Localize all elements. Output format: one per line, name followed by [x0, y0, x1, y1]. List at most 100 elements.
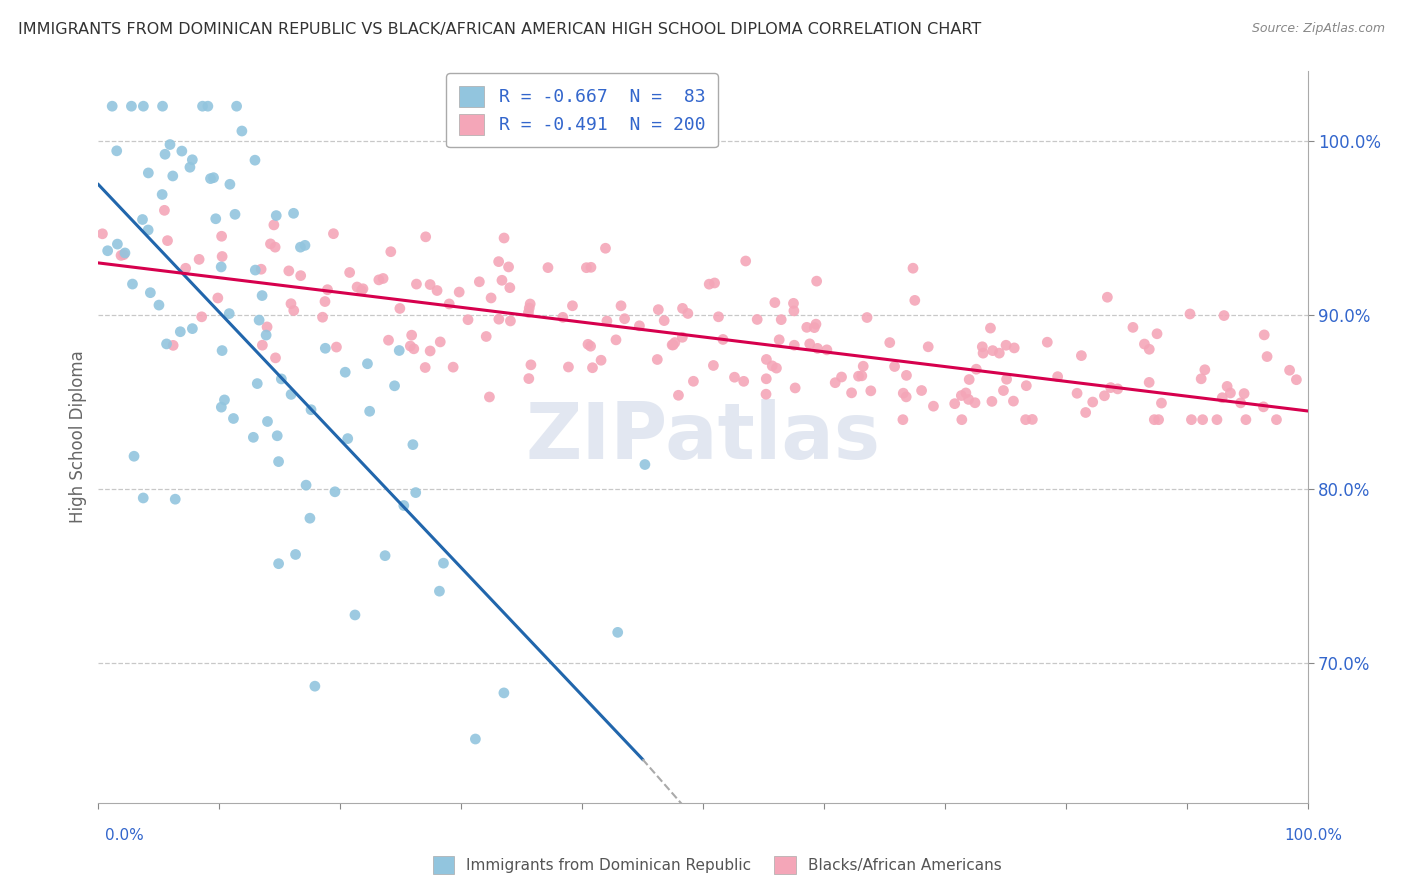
Point [891, 386, 914, 401]
Point [1137, 376, 1160, 390]
Point [153, 147, 176, 161]
Point [225, 99, 247, 113]
Point [595, 241, 617, 255]
Point [993, 384, 1015, 398]
Point [290, 240, 312, 254]
Point [910, 384, 932, 398]
Point [901, 261, 924, 276]
Point [283, 303, 305, 318]
Point [995, 372, 1018, 386]
Point [231, 124, 253, 138]
Point [1194, 363, 1216, 377]
Point [1094, 389, 1116, 403]
Point [405, 277, 427, 291]
Point [156, 234, 179, 248]
Point [243, 153, 266, 168]
Point [1046, 369, 1069, 384]
Point [191, 99, 214, 113]
Point [1256, 350, 1278, 364]
Point [883, 359, 905, 374]
Point [841, 385, 863, 400]
Point [380, 244, 402, 259]
Legend: Immigrants from Dominican Republic, Blacks/African Americans: Immigrants from Dominican Republic, Blac… [426, 850, 1008, 880]
Point [896, 368, 918, 383]
Point [806, 274, 828, 288]
Point [664, 335, 686, 350]
Point [702, 359, 724, 373]
Point [770, 312, 793, 326]
Point [520, 358, 543, 372]
Point [1147, 412, 1170, 426]
Point [988, 346, 1011, 360]
Point [346, 280, 368, 294]
Point [299, 402, 322, 417]
Point [494, 231, 516, 245]
Point [277, 264, 299, 278]
Point [432, 556, 454, 570]
Point [256, 320, 278, 334]
Point [519, 297, 541, 311]
Point [1219, 386, 1241, 401]
Point [298, 511, 321, 525]
Point [174, 261, 197, 276]
Point [437, 297, 460, 311]
Point [267, 454, 290, 468]
Point [197, 99, 219, 113]
Point [904, 293, 927, 308]
Point [413, 360, 436, 375]
Point [1253, 400, 1275, 414]
Point [343, 607, 366, 622]
Point [211, 229, 233, 244]
Point [1002, 341, 1025, 355]
Legend: R = -0.667  N =  83, R = -0.491  N = 200: R = -0.667 N = 83, R = -0.491 N = 200 [446, 73, 718, 147]
Point [896, 390, 918, 404]
Point [1066, 386, 1088, 401]
Point [224, 207, 246, 221]
Point [209, 260, 232, 274]
Point [415, 230, 437, 244]
Point [1014, 412, 1036, 426]
Point [165, 492, 187, 507]
Point [138, 166, 160, 180]
Point [668, 388, 690, 402]
Point [763, 295, 786, 310]
Point [464, 732, 486, 747]
Point [335, 365, 357, 379]
Point [1229, 396, 1251, 410]
Point [1191, 412, 1213, 426]
Point [121, 277, 143, 291]
Point [661, 338, 683, 352]
Point [162, 338, 184, 352]
Point [150, 187, 173, 202]
Point [402, 437, 425, 451]
Point [479, 291, 502, 305]
Point [339, 265, 361, 279]
Point [304, 679, 326, 693]
Point [266, 429, 288, 443]
Point [122, 449, 145, 463]
Point [97, 244, 120, 258]
Point [1070, 349, 1092, 363]
Point [399, 339, 422, 353]
Point [247, 313, 270, 327]
Point [561, 299, 583, 313]
Point [879, 335, 901, 350]
Point [1133, 337, 1156, 351]
Point [859, 384, 882, 398]
Point [139, 285, 162, 300]
Point [645, 352, 668, 367]
Point [610, 299, 633, 313]
Text: IMMIGRANTS FROM DOMINICAN REPUBLIC VS BLACK/AFRICAN AMERICAN HIGH SCHOOL DIPLOMA: IMMIGRANTS FROM DOMINICAN REPUBLIC VS BL… [18, 22, 981, 37]
Point [159, 137, 181, 152]
Point [114, 246, 136, 260]
Point [972, 340, 994, 354]
Point [1189, 372, 1212, 386]
Point [259, 236, 281, 251]
Point [581, 360, 603, 375]
Point [219, 178, 242, 192]
Point [1234, 412, 1257, 426]
Point [950, 388, 973, 402]
Point [815, 343, 838, 357]
Point [211, 343, 233, 358]
Point [245, 263, 267, 277]
